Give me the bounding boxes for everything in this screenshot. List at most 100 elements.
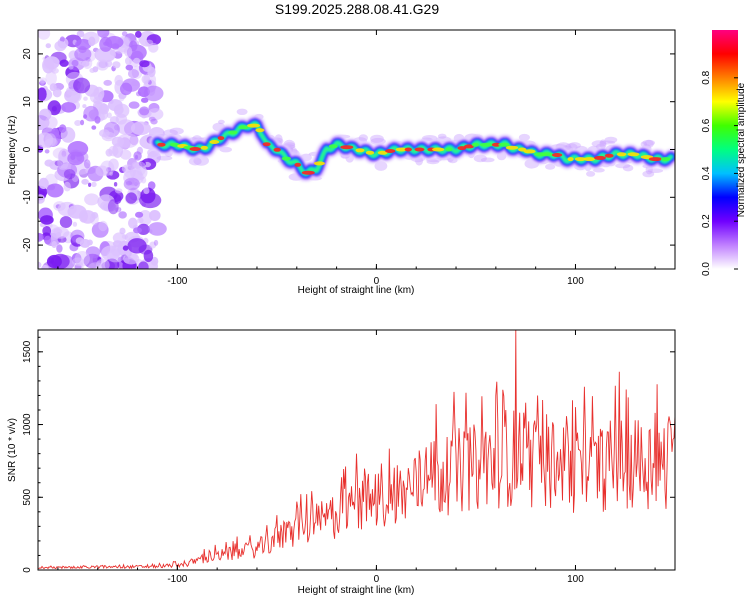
spectrogram-noise-blob <box>112 61 121 69</box>
snr-y-tick-label: 1500 <box>22 340 33 363</box>
spectrogram-noise-blob <box>58 124 67 133</box>
snr-x-tick-label: 0 <box>374 574 380 585</box>
spectrogram-noise-blob <box>106 112 112 119</box>
spectrogram-halo-blob <box>640 141 647 147</box>
spectrogram-noise-blob <box>80 119 85 126</box>
spectrogram-noise-blob <box>88 182 92 187</box>
spectrogram-noise-blob <box>122 37 131 46</box>
spectrogram-hot-spot <box>498 142 510 147</box>
colorbar: 0.0 0.2 0.4 0.6 0.8 Normalized spectral ampl… <box>701 30 747 276</box>
spectrogram-noise-blob <box>147 66 156 78</box>
spectrogram-noise-blob <box>85 246 101 259</box>
colorbar-ticks: 0.0 0.2 0.4 0.6 0.8 <box>701 70 738 276</box>
spectrogram-y-tick-label: 0 <box>22 146 33 152</box>
spectrogram-noise-blob <box>95 165 109 177</box>
spectrogram-halo-blob <box>642 170 655 178</box>
spectrogram-noise-blob <box>141 97 149 103</box>
spectrogram-noise-blob <box>114 188 123 194</box>
spectrogram-halo-blob <box>358 134 368 142</box>
spectrogram-noise-blob <box>108 158 119 171</box>
spectrogram-noise-blob <box>137 217 144 224</box>
spectrogram-noise-blob <box>122 78 141 92</box>
spectrogram-hot-spot <box>414 147 425 152</box>
spectrogram-halo-blob <box>615 163 631 169</box>
spectrogram-halo-blob <box>599 139 607 149</box>
spectrogram-noise-blob <box>138 160 146 167</box>
spectrogram-noise-blob <box>149 241 157 249</box>
spectrogram-noise-blob <box>105 36 124 49</box>
spectrogram-halo-blob <box>422 135 438 141</box>
spectrogram-noise-blob <box>123 253 140 265</box>
spectrogram-hot-spot <box>273 147 281 152</box>
spectrogram-noise-blob <box>128 69 139 79</box>
spectrogram-noise-blob <box>136 91 142 97</box>
spectrogram-halo-blob <box>169 127 184 135</box>
spectrogram-noise-blob <box>73 77 91 94</box>
spectrogram-noise-blob <box>113 182 118 187</box>
spectrogram-noise-blob <box>61 150 67 158</box>
spectrogram-noise-blob <box>64 88 81 103</box>
spectrogram-noise-blob <box>61 102 77 113</box>
spectrogram-halo-blob <box>647 168 664 173</box>
spectrogram-halo-blob <box>518 133 531 141</box>
spectrogram-noise-blob <box>52 147 69 160</box>
spectrogram-noise-blob <box>57 162 78 178</box>
spectrogram-noise-blob <box>121 31 128 37</box>
spectrogram-noise-blob <box>141 74 151 84</box>
spectrogram-hot-spot <box>479 142 494 147</box>
spectrogram-noise-blob <box>38 87 47 101</box>
spectrogram-noise-blob <box>122 245 129 251</box>
snr-x-label: Height of straight line (km) <box>298 585 415 596</box>
spectrogram-hot-spot <box>294 162 302 167</box>
spectrogram-noise-blob <box>93 86 105 101</box>
spectrogram-noise-blob <box>153 239 159 246</box>
spectrogram-noise-blob <box>97 30 110 38</box>
spectrogram-halo-blob <box>374 161 388 171</box>
spectrogram-noise-blob <box>81 178 89 185</box>
spectrogram-noise-blob <box>67 141 89 157</box>
spectrogram-noise-blob <box>39 80 46 86</box>
snr-y-tick-label: 500 <box>22 488 33 505</box>
spectrogram-noise-blob <box>99 103 110 115</box>
spectrogram-noise-blob <box>147 181 156 190</box>
spectrogram-halo-blob <box>370 137 386 145</box>
spectrogram-halo-blob <box>426 159 440 165</box>
colorbar-label: Normalized spectral amplitude <box>736 82 747 217</box>
spectrogram-halo-blob <box>437 133 447 139</box>
spectrogram-halo-blob <box>163 129 178 136</box>
snr-x-tick-label: 100 <box>567 574 584 585</box>
spectrogram-noise-blob <box>113 104 124 115</box>
spectrogram-x-tick-label: -100 <box>167 276 187 287</box>
spectrogram-hot-spot <box>648 157 663 162</box>
spectrogram-hot-spot <box>540 152 554 157</box>
spectrogram-hot-spot <box>228 130 238 135</box>
spectrogram-noise-blob <box>125 192 137 204</box>
spectrogram-hot-spot <box>464 144 475 149</box>
spectrogram-halo-blob <box>156 155 173 161</box>
spectrogram-halo-blob <box>622 164 634 172</box>
spectrogram-halo-blob <box>193 155 209 166</box>
spectrogram-noise-blob <box>91 212 99 219</box>
spectrogram-noise-blob <box>44 56 60 70</box>
spectrogram-hot-spot <box>660 157 671 162</box>
spectrogram-noise-blob <box>41 264 49 269</box>
spectrogram-noise-blob <box>39 79 45 85</box>
spectrogram-noise-blob <box>125 64 134 71</box>
spectrogram-halo-blob <box>236 108 248 116</box>
spectrogram-noise-blob <box>54 40 67 52</box>
spectrogram-noise-blob <box>149 210 161 221</box>
spectrogram-y-tick-label: 20 <box>22 48 33 60</box>
spectrogram-noise-blob <box>71 257 85 267</box>
spectrogram-hot-spot <box>551 153 563 157</box>
spectrogram-hot-spot <box>189 147 201 151</box>
spectrogram-hot-spot <box>491 142 501 147</box>
spectrogram-hot-spot <box>604 153 614 158</box>
spectrogram-halo-blob <box>473 154 487 163</box>
snr-series-line <box>38 330 675 570</box>
spectrogram-noise-blob <box>96 258 110 269</box>
spectrogram-noise-blob <box>38 194 45 204</box>
spectrogram-hot-spot <box>209 140 220 144</box>
